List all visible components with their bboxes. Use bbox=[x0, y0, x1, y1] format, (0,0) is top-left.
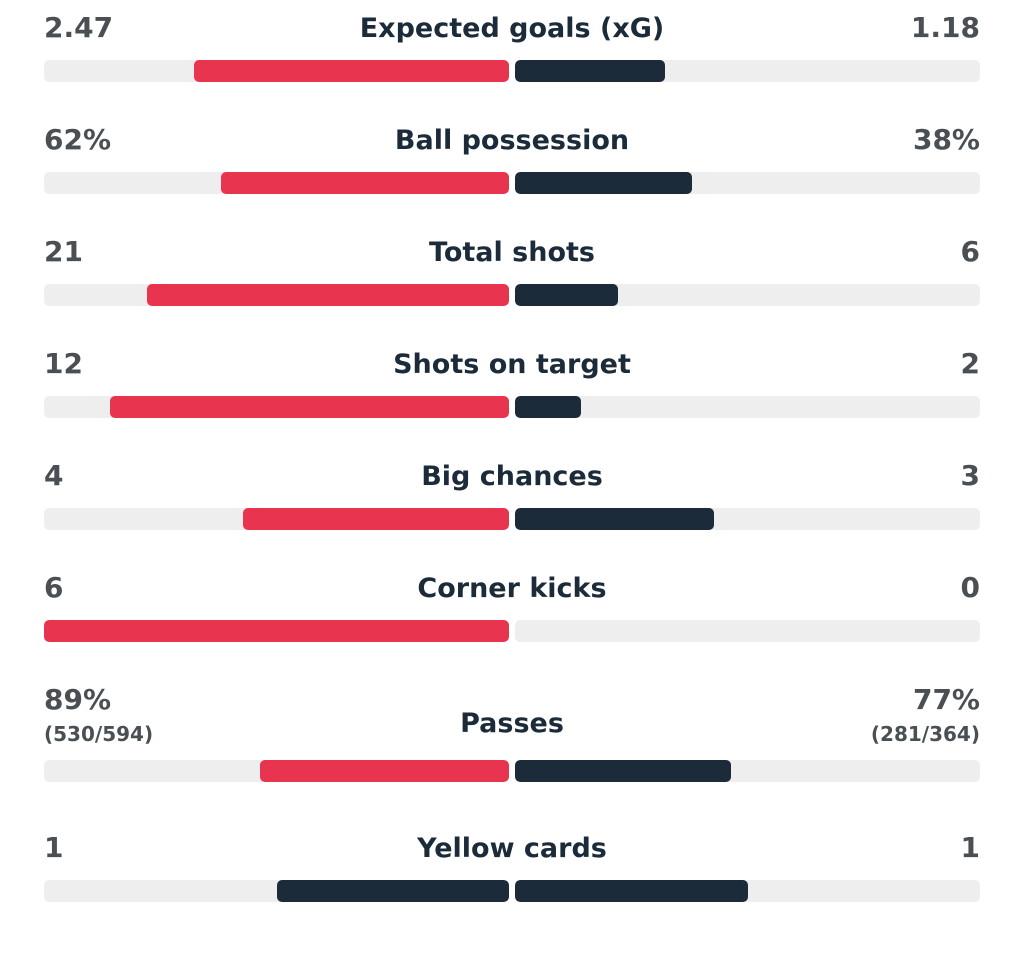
away-value: 1 bbox=[607, 828, 980, 868]
stat-row: 62% Ball possession 38% bbox=[44, 112, 980, 224]
home-bar bbox=[243, 508, 509, 530]
away-value-text: 3 bbox=[960, 459, 980, 492]
away-track bbox=[515, 760, 980, 782]
stat-header: 4 Big chances 3 bbox=[44, 456, 980, 496]
away-track bbox=[515, 396, 980, 418]
home-bar bbox=[259, 760, 509, 782]
home-value-text: 2.47 bbox=[44, 11, 114, 44]
stat-track bbox=[44, 60, 980, 82]
away-value-text: 2 bbox=[960, 347, 980, 380]
away-track bbox=[515, 172, 980, 194]
stat-row: 4 Big chances 3 bbox=[44, 448, 980, 560]
home-value: 89% (530/594) bbox=[44, 680, 460, 748]
stat-track bbox=[44, 620, 980, 642]
away-value-text: 1 bbox=[960, 831, 980, 864]
away-track bbox=[515, 284, 980, 306]
stat-row: 12 Shots on target 2 bbox=[44, 336, 980, 448]
stat-label: Passes bbox=[460, 707, 564, 739]
home-bar bbox=[194, 60, 509, 82]
stat-header: 6 Corner kicks 0 bbox=[44, 568, 980, 608]
stat-track bbox=[44, 760, 980, 782]
home-value-text: 6 bbox=[44, 571, 64, 604]
stat-track bbox=[44, 172, 980, 194]
home-value: 2.47 bbox=[44, 8, 360, 48]
home-value: 12 bbox=[44, 344, 393, 384]
home-track bbox=[44, 880, 509, 902]
home-bar bbox=[147, 284, 509, 306]
away-value: 77% (281/364) bbox=[564, 680, 980, 748]
stat-header: 2.47 Expected goals (xG) 1.18 bbox=[44, 8, 980, 48]
home-value-text: 21 bbox=[44, 235, 83, 268]
stat-track bbox=[44, 508, 980, 530]
away-bar bbox=[515, 172, 692, 194]
away-value: 3 bbox=[603, 456, 980, 496]
away-value-text: 1.18 bbox=[910, 11, 980, 44]
away-value: 2 bbox=[631, 344, 980, 384]
away-value-text: 38% bbox=[912, 123, 980, 156]
away-track bbox=[515, 620, 980, 642]
home-value-text: 12 bbox=[44, 347, 83, 380]
away-value: 0 bbox=[607, 568, 980, 608]
stat-row: 21 Total shots 6 bbox=[44, 224, 980, 336]
home-track bbox=[44, 620, 509, 642]
stat-label: Total shots bbox=[429, 236, 595, 268]
stat-label: Shots on target bbox=[393, 348, 631, 380]
home-value: 6 bbox=[44, 568, 417, 608]
stat-header: 89% (530/594) Passes 77% (281/364) bbox=[44, 680, 980, 748]
home-track bbox=[44, 60, 509, 82]
away-detail: (281/364) bbox=[870, 722, 980, 746]
home-value: 62% bbox=[44, 120, 395, 160]
stat-row: 1 Yellow cards 1 bbox=[44, 820, 980, 932]
stat-header: 1 Yellow cards 1 bbox=[44, 828, 980, 868]
home-value-text: 4 bbox=[44, 459, 64, 492]
home-value-text: 62% bbox=[44, 123, 112, 156]
stat-label: Corner kicks bbox=[417, 572, 607, 604]
stat-track bbox=[44, 284, 980, 306]
away-bar bbox=[515, 60, 666, 82]
home-track bbox=[44, 396, 509, 418]
away-bar bbox=[515, 760, 731, 782]
home-track bbox=[44, 508, 509, 530]
home-bar bbox=[110, 396, 509, 418]
away-track bbox=[515, 508, 980, 530]
away-value: 38% bbox=[629, 120, 980, 160]
home-value-text: 1 bbox=[44, 831, 64, 864]
stat-row: 6 Corner kicks 0 bbox=[44, 560, 980, 672]
stat-label: Expected goals (xG) bbox=[359, 12, 665, 44]
stat-track bbox=[44, 396, 980, 418]
home-bar bbox=[44, 620, 509, 642]
stat-row: 2.47 Expected goals (xG) 1.18 bbox=[44, 0, 980, 112]
home-bar bbox=[276, 880, 509, 902]
away-value-text: 6 bbox=[960, 235, 980, 268]
stat-header: 62% Ball possession 38% bbox=[44, 120, 980, 160]
away-bar bbox=[515, 284, 619, 306]
stat-label: Big chances bbox=[421, 460, 603, 492]
home-detail: (530/594) bbox=[44, 722, 154, 746]
home-bar bbox=[220, 172, 509, 194]
home-value: 21 bbox=[44, 232, 429, 272]
home-value: 1 bbox=[44, 828, 417, 868]
stats-list: 2.47 Expected goals (xG) 1.18 62% Ball posse… bbox=[44, 0, 980, 932]
away-bar bbox=[515, 880, 748, 902]
stat-header: 21 Total shots 6 bbox=[44, 232, 980, 272]
away-bar bbox=[515, 508, 715, 530]
away-value-text: 77% bbox=[912, 683, 980, 716]
away-value: 1.18 bbox=[664, 8, 980, 48]
stat-header: 12 Shots on target 2 bbox=[44, 344, 980, 384]
stat-row: 89% (530/594) Passes 77% (281/364) bbox=[44, 672, 980, 820]
away-track bbox=[515, 60, 980, 82]
home-track bbox=[44, 760, 509, 782]
stat-label: Ball possession bbox=[394, 124, 630, 156]
away-value: 6 bbox=[595, 232, 980, 272]
stat-track bbox=[44, 880, 980, 902]
away-track bbox=[515, 880, 980, 902]
away-bar bbox=[515, 396, 582, 418]
home-track bbox=[44, 172, 509, 194]
stat-label: Yellow cards bbox=[417, 832, 607, 864]
home-value-text: 89% bbox=[44, 683, 112, 716]
home-value: 4 bbox=[44, 456, 421, 496]
away-value-text: 0 bbox=[960, 571, 980, 604]
home-track bbox=[44, 284, 509, 306]
